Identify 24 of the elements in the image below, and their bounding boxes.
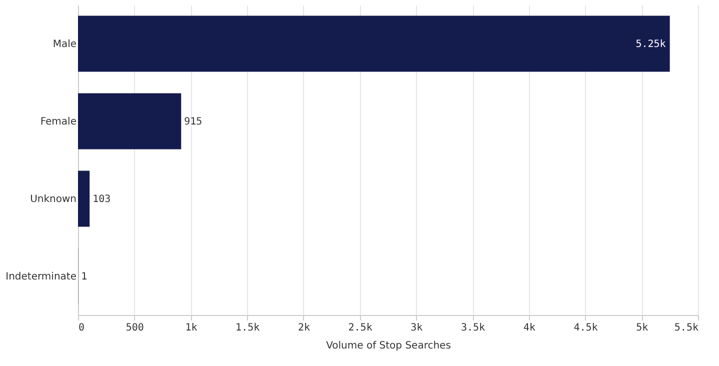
bar xyxy=(78,170,90,227)
x-tick-label: 5.5k xyxy=(674,322,698,334)
x-tick-label: 3k xyxy=(410,322,423,334)
x-tick-label: 4k xyxy=(523,322,536,334)
y-tick-label: Indeterminate xyxy=(6,271,76,282)
x-tick-label: 1.5k xyxy=(236,322,260,334)
x-tick-label: 3.5k xyxy=(461,322,486,334)
data-label: 915 xyxy=(184,116,202,128)
x-axis-title: Volume of Stop Searches xyxy=(326,340,451,352)
x-tick-label: 500 xyxy=(126,322,144,334)
x-tick-label: 5k xyxy=(636,322,648,334)
bar xyxy=(78,16,670,72)
y-tick-label: Female xyxy=(40,116,76,128)
bar xyxy=(78,93,182,150)
x-tick-label: 4.5k xyxy=(574,322,598,334)
data-label: 103 xyxy=(92,194,111,205)
y-tick-label: Male xyxy=(52,38,76,50)
x-tick-label: 2k xyxy=(298,322,310,334)
x-tick-label: 0 xyxy=(78,322,85,334)
data-label: 5.25k xyxy=(636,38,666,50)
y-tick-label: Unknown xyxy=(30,194,76,205)
data-label: 1 xyxy=(81,271,88,282)
x-tick-label: 1k xyxy=(185,322,198,334)
x-tick-label: 2.5k xyxy=(348,322,372,334)
